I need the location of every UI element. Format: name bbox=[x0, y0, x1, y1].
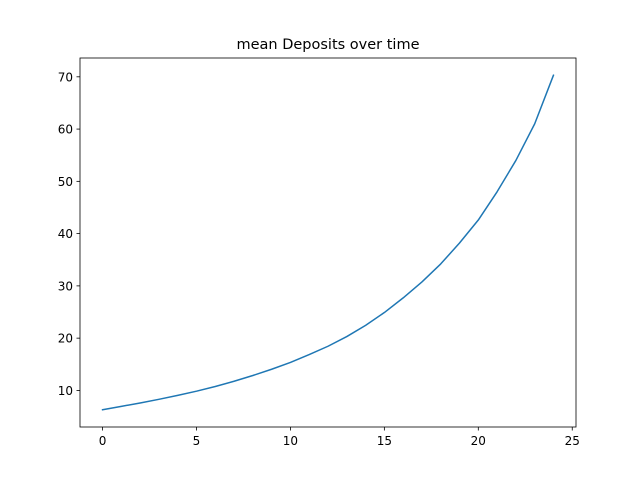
x-tick-label: 20 bbox=[471, 434, 486, 448]
y-tick-label: 70 bbox=[58, 70, 73, 84]
x-tick-label: 10 bbox=[283, 434, 298, 448]
y-tick-label: 40 bbox=[58, 227, 73, 241]
x-tick-label: 25 bbox=[565, 434, 580, 448]
x-tick-label: 5 bbox=[193, 434, 201, 448]
plot-frame bbox=[79, 57, 577, 428]
y-tick-label: 10 bbox=[58, 384, 73, 398]
series-layer bbox=[101, 74, 555, 411]
y-axis-ticks: 10 20 30 40 50 60 70 bbox=[58, 70, 80, 398]
y-tick-label: 30 bbox=[58, 279, 73, 293]
x-axis-ticks: 0 5 10 15 20 25 bbox=[99, 427, 580, 448]
chart-title: mean Deposits over time bbox=[236, 37, 419, 53]
y-tick-label: 20 bbox=[58, 332, 73, 346]
x-tick-label: 0 bbox=[99, 434, 107, 448]
x-tick-label: 15 bbox=[377, 434, 392, 448]
series-line-0 bbox=[101, 74, 555, 411]
y-tick-label: 60 bbox=[58, 123, 73, 137]
y-tick-label: 50 bbox=[58, 175, 73, 189]
